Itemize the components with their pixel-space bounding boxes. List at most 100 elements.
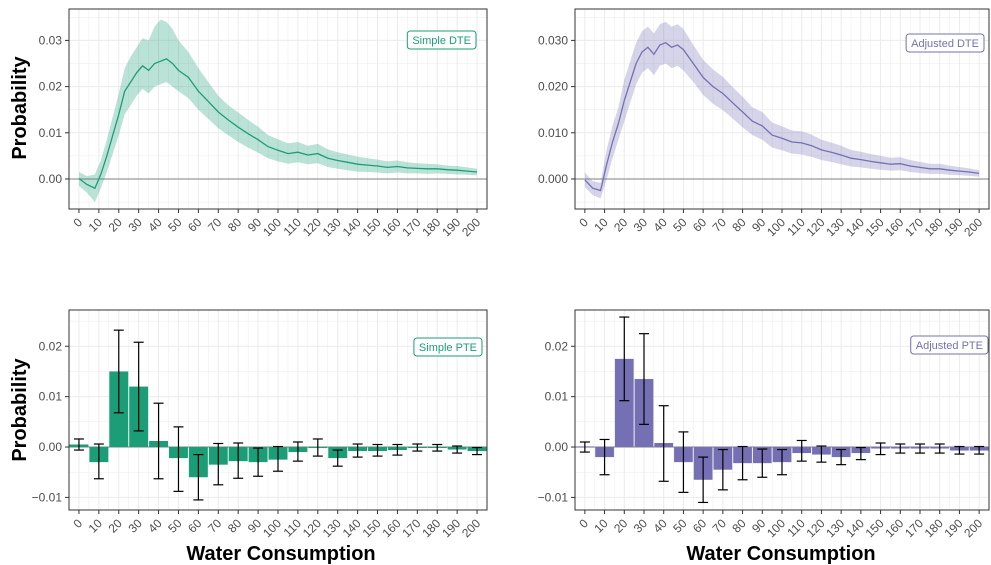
x-tick-label: 50 (165, 215, 185, 235)
x-tick-label: 70 (205, 516, 225, 536)
x-tick-label: 70 (710, 215, 730, 235)
x-tick-label: 40 (145, 516, 165, 536)
x-tick-label: 180 (419, 516, 443, 540)
data-marks (575, 316, 989, 504)
y-tick-label: 0.030 (538, 33, 568, 47)
x-tick-label: 40 (650, 516, 670, 536)
x-tick-label: 190 (439, 215, 463, 239)
x-tick-label: 50 (670, 215, 690, 235)
x-tick-label: 10 (591, 516, 611, 536)
legend-label: Simple PTE (419, 342, 477, 354)
legend: Simple PTE (413, 337, 483, 357)
y-axis-title-top: Probability (9, 55, 31, 159)
x-tick-label: 60 (690, 215, 710, 235)
x-tick-label: 60 (185, 215, 205, 235)
x-tick-label: 200 (961, 215, 985, 239)
x-tick-label: 170 (399, 516, 423, 540)
bar (614, 358, 634, 448)
error-bar (193, 453, 204, 501)
x-tick-label: 160 (379, 215, 403, 239)
error-bar (757, 448, 768, 478)
x-tick-label: 130 (320, 516, 344, 540)
x-tick-label: 0 (70, 215, 85, 230)
y-tick-label: 0.02 (39, 80, 63, 94)
confidence-band (584, 21, 980, 199)
gridlines (69, 9, 487, 209)
x-tick-label: 70 (205, 215, 225, 235)
x-tick-label: 0 (576, 215, 591, 230)
x-tick-label: 30 (631, 215, 651, 235)
legend-box (910, 335, 989, 355)
error-bar (253, 447, 264, 477)
legend-box (406, 30, 477, 50)
error-bar (777, 448, 787, 476)
x-tick-label: 100 (260, 516, 284, 540)
x-tick-label: 200 (459, 516, 483, 540)
x-tick-label: 120 (300, 516, 324, 540)
error-bar (412, 443, 423, 452)
error-bar (599, 438, 610, 476)
error-bar (153, 402, 164, 480)
error-bar (352, 443, 363, 458)
x-tick-label: 40 (650, 215, 670, 235)
y-axis-title-bottom: Probability (9, 357, 31, 461)
y-tick-label: 0.01 (39, 126, 63, 140)
legend-label: Adjusted DTE (911, 38, 979, 50)
x-tick-label: 70 (710, 516, 730, 536)
y-tick-label: 0.00 (39, 440, 63, 454)
confidence-band (79, 19, 477, 203)
error-bar (895, 443, 906, 454)
x-tick-label: 60 (185, 516, 205, 536)
x-tick-label: 200 (961, 516, 985, 540)
series-line (78, 58, 478, 190)
data-marks (69, 329, 487, 501)
panel-adjusted-pte: −0.010.000.010.020 10 20 30 40 50 60 70 80 901001… (538, 309, 990, 540)
legend: Adjusted PTE (910, 335, 989, 355)
x-tick-label: 40 (145, 215, 165, 235)
gridlines (69, 310, 487, 510)
error-bar (133, 341, 144, 432)
error-bar (452, 445, 463, 454)
x-tick-label: 80 (729, 516, 749, 536)
x-tick-label: 10 (86, 516, 106, 536)
x-tick-label: 110 (281, 215, 305, 239)
y-tick-label: −0.01 (538, 490, 569, 504)
x-tick-label: 20 (611, 215, 631, 235)
error-bar (717, 448, 728, 491)
series-line (584, 41, 980, 192)
y-tick-label: 0.000 (538, 172, 568, 186)
error-bar (73, 438, 84, 451)
error-bar (855, 446, 866, 461)
error-bar (639, 333, 649, 425)
legend: Simple DTE (406, 30, 477, 50)
error-bar (93, 443, 104, 480)
error-bar (915, 443, 925, 454)
x-tick-label: 150 (360, 215, 384, 239)
y-tick-label: 0.02 (39, 339, 63, 353)
x-tick-label: 30 (125, 516, 145, 536)
data-marks (78, 19, 478, 203)
error-bar (619, 316, 630, 402)
error-bar (472, 446, 483, 456)
error-bar (737, 445, 748, 481)
error-bar (213, 442, 224, 486)
error-bar (173, 426, 184, 492)
panel-simple-pte: −0.010.000.010.020 10 20 30 40 50 60 70 80 901001… (32, 309, 488, 540)
y-tick-label: 0.03 (39, 33, 63, 47)
y-tick-label: 0.00 (39, 172, 63, 186)
y-tick-label: 0.02 (545, 339, 569, 353)
error-bar (392, 443, 403, 456)
x-tick-label: 10 (591, 215, 611, 235)
error-bar (934, 443, 945, 454)
y-tick-label: 0.00 (545, 440, 569, 454)
x-tick-label: 160 (379, 516, 403, 540)
x-axis-title-right: Water Consumption (686, 543, 875, 565)
error-bar (658, 405, 669, 482)
x-tick-label: 20 (611, 516, 631, 536)
x-tick-label: 10 (86, 215, 106, 235)
y-tick-label: 0.020 (538, 80, 568, 94)
error-bar (332, 449, 343, 467)
y-tick-label: 0.01 (39, 390, 63, 404)
error-bar (372, 443, 383, 457)
